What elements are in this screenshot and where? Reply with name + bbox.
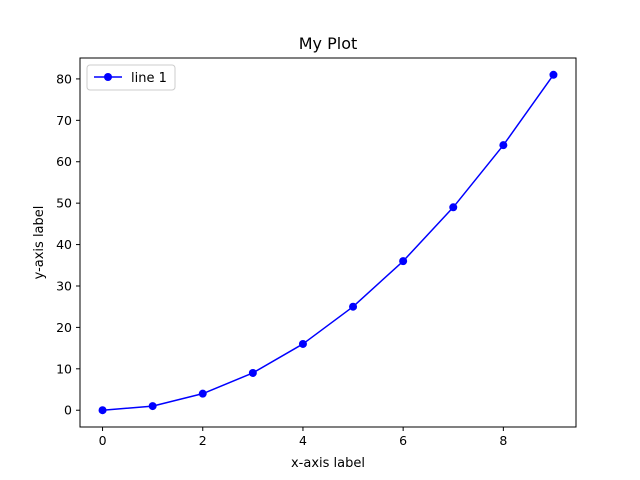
data-point [298,339,307,348]
x-tick-label: 8 [499,433,507,448]
x-axis-ticks: 0 2 4 6 8 [99,427,507,448]
y-tick-label: 60 [56,154,72,169]
y-tick-label: 0 [64,403,72,418]
legend-label: line 1 [131,71,167,86]
data-point [549,70,558,79]
data-point [399,257,408,266]
y-tick-label: 80 [56,71,72,86]
x-tick-label: 0 [99,433,107,448]
y-tick-label: 40 [56,237,72,252]
data-point [148,402,157,411]
legend-marker-swatch [104,73,112,81]
legend: line 1 [86,64,176,91]
x-tick-label: 4 [299,433,307,448]
data-point [349,302,358,311]
y-tick-label: 70 [56,113,72,128]
y-tick-label: 50 [56,196,72,211]
series-line [102,74,555,411]
y-axis-ticks: 0 10 20 30 40 50 60 70 80 [56,71,80,418]
plot-frame [79,57,577,428]
x-tick-label: 6 [399,433,407,448]
x-axis-label: x-axis label [291,456,365,471]
data-point [449,203,458,212]
data-point [98,406,107,415]
data-point [248,368,257,377]
y-tick-label: 30 [56,278,72,293]
series-layer [98,70,558,415]
legend-box [86,64,176,91]
y-axis-label: y-axis label [32,206,47,280]
y-tick-label: 20 [56,320,72,335]
x-tick-label: 2 [199,433,207,448]
y-tick-label: 10 [56,361,72,376]
data-point [499,141,508,150]
chart-title: My Plot [299,34,358,53]
data-point [198,389,207,398]
